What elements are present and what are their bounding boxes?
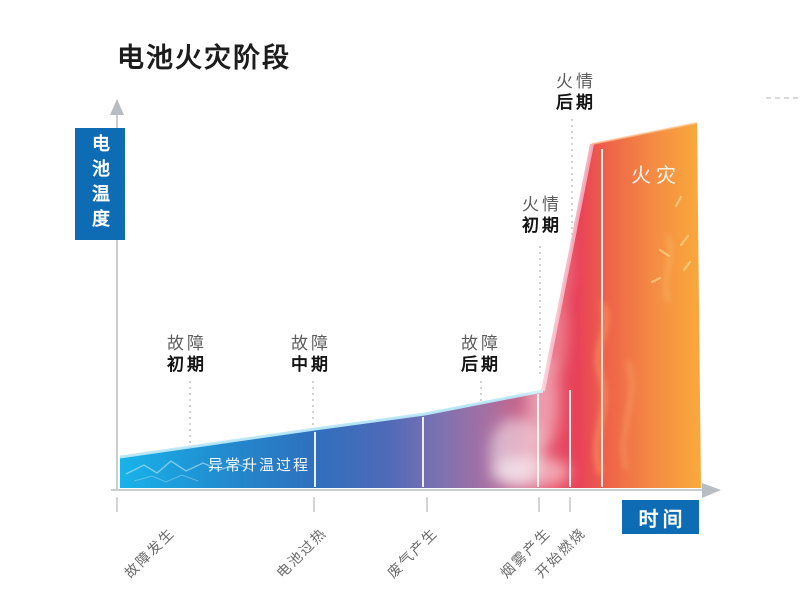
page-title: 电池火灾阶段 xyxy=(117,43,291,73)
stage-guide-lines xyxy=(189,119,573,448)
heating-process-label: 异常升温过程 xyxy=(208,457,311,474)
stage-label-fire-late: 火情 后期 xyxy=(556,71,596,113)
stage-label-line1: 火情 xyxy=(522,195,562,214)
y-axis-arrow-icon xyxy=(110,99,124,115)
stage-label-line2: 初期 xyxy=(167,355,207,374)
stage-label-line1: 故障 xyxy=(461,334,501,353)
lightning-texture xyxy=(133,474,199,483)
spark-effect xyxy=(650,195,692,284)
stage-label-fault-early: 故障 初期 xyxy=(167,333,207,375)
stage-label-fault-mid: 故障 中期 xyxy=(291,333,331,375)
stage-label-fire-early: 火情 初期 xyxy=(522,194,562,236)
temperature-area xyxy=(120,123,701,488)
lightning-texture xyxy=(125,460,253,475)
stage-label-line1: 故障 xyxy=(167,334,207,353)
flame-effect xyxy=(593,236,672,475)
x-axis-label: 时间 xyxy=(622,500,699,534)
stage-label-fault-late: 故障 后期 xyxy=(461,333,501,375)
slope-edge-highlight xyxy=(119,389,544,459)
smoke-effect xyxy=(490,228,573,488)
stage-label-line2: 后期 xyxy=(461,355,501,374)
x-axis-ticks xyxy=(116,497,571,512)
x-axis-arrow-icon xyxy=(702,483,721,498)
stage-label-line2: 后期 xyxy=(556,93,596,112)
stage-label-line1: 故障 xyxy=(291,334,331,353)
fire-region-label: 火灾 xyxy=(631,165,681,187)
stage-label-line1: 火情 xyxy=(556,72,596,91)
top-edge-highlight xyxy=(591,122,698,145)
stage-label-line2: 初期 xyxy=(522,216,562,235)
stage-label-line2: 中期 xyxy=(291,355,331,374)
y-axis-label: 电池温度 xyxy=(75,128,125,240)
